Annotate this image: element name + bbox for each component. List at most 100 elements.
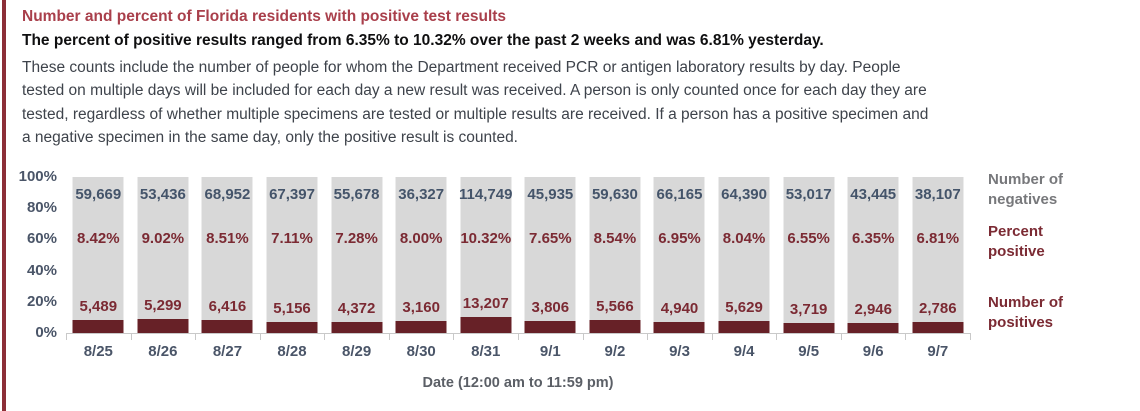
y-axis-tick-label: 100% — [18, 168, 57, 185]
percent-positive-label: 8.54% — [593, 230, 637, 247]
positives-value-label: 5,489 — [79, 297, 118, 315]
body-paragraph-line: tested, regardless of whether multiple s… — [22, 105, 929, 123]
legend-item-number-of-positives: Number of positives — [988, 294, 1063, 331]
percent-positive-label: 10.32% — [460, 230, 512, 247]
negatives-bar-segment: 66,165 6.95% 4,940 — [653, 177, 705, 333]
x-axis-tick-label: 8/25 — [83, 343, 113, 360]
negatives-value-label: 59,630 — [591, 186, 638, 203]
percent-positive-label: 8.00% — [399, 230, 443, 247]
axis-tick-mark — [66, 333, 67, 340]
negatives-value-label: 55,678 — [333, 186, 380, 203]
chart-subtitle: The percent of positive results ranged f… — [22, 32, 824, 49]
axis-tick-mark — [453, 333, 455, 340]
page-title: Number and percent of Florida residents … — [22, 8, 507, 25]
negatives-bar-segment: 53,017 6.55% 3,719 — [783, 177, 835, 333]
body-paragraph-line: a negative specimen in the same day, onl… — [22, 129, 518, 147]
negatives-value-label: 36,327 — [398, 186, 445, 203]
positives-value-label: 5,299 — [144, 296, 182, 314]
positives-bar-segment — [524, 321, 576, 333]
percent-positive-label: 6.55% — [787, 230, 830, 247]
negatives-bar-segment: 55,678 7.28% 4,372 — [331, 177, 383, 333]
negatives-value-label: 66,165 — [656, 186, 703, 203]
x-axis-tick-label: 8/31 — [471, 343, 501, 360]
bar-group: 67,397 7.11% 5,156 8/28 — [260, 177, 325, 360]
axis-tick-mark — [388, 333, 390, 340]
axis-tick-mark — [647, 333, 649, 340]
percent-positive-label: 8.51% — [206, 230, 249, 247]
axis-tick-mark — [259, 333, 261, 340]
negatives-value-label: 67,397 — [269, 186, 315, 203]
axis-tick-mark — [518, 333, 519, 340]
percent-positive-label: 7.28% — [335, 230, 378, 247]
axis-tick-mark — [970, 333, 971, 340]
negatives-bar-segment: 59,630 8.54% 5,566 — [589, 177, 641, 333]
positives-bar-segment — [331, 321, 383, 333]
positives-value-label: 6,416 — [208, 297, 247, 315]
x-axis-tick-label: 8/29 — [342, 343, 372, 360]
percent-positive-label: 6.35% — [851, 230, 895, 247]
negatives-bar-segment: 64,390 8.04% 5,629 — [718, 177, 770, 333]
body-paragraph-line: tested on multiple days will be included… — [22, 82, 927, 100]
bar-group: 36,327 8.00% 3,160 8/30 — [389, 177, 454, 360]
x-axis-title: Date (12:00 am to 11:59 pm) — [422, 375, 614, 391]
percent-positive-label: 6.81% — [916, 230, 960, 247]
negatives-bar-segment: 43,445 6.35% 2,946 — [847, 177, 899, 333]
negatives-bar-segment: 38,107 6.81% 2,786 — [912, 177, 964, 333]
body-paragraph-line: These counts include the number of peopl… — [22, 59, 901, 76]
percent-positive-label: 7.11% — [271, 230, 313, 247]
x-axis-tick-label: 9/2 — [604, 343, 626, 360]
positives-bar-segment — [912, 322, 964, 333]
axis-tick-mark — [905, 333, 907, 340]
axis-tick-mark — [195, 333, 197, 340]
positives-value-label: 5,566 — [596, 297, 634, 315]
axis-tick-mark — [324, 333, 326, 340]
bar-group: 55,678 7.28% 4,372 8/29 — [324, 177, 389, 360]
positives-value-label: 4,940 — [660, 300, 699, 318]
y-axis-tick-label: 60% — [26, 230, 57, 248]
negatives-bar-segment: 45,935 7.65% 3,806 — [524, 177, 576, 333]
negatives-value-label: 53,436 — [139, 186, 186, 203]
negatives-bar-segment: 114,749 10.32% 13,207 — [459, 177, 512, 333]
bar-group: 45,935 7.65% 3,806 9/1 — [518, 177, 583, 360]
negatives-bar-segment: 36,327 8.00% 3,160 — [395, 177, 447, 333]
positives-value-label: 5,629 — [725, 298, 763, 316]
plot-area: 59,669 8.42% 5,489 8/25 53,436 9.02% 5,299 8/26… — [66, 177, 970, 360]
y-axis-tick-label: 20% — [26, 292, 57, 310]
left-accent-border — [2, 0, 6, 411]
negatives-value-label: 53,017 — [785, 186, 832, 203]
positives-value-label: 2,786 — [919, 300, 957, 318]
positives-bar-segment — [395, 320, 447, 333]
positives-value-label: 13,207 — [462, 294, 509, 312]
positives-bar-segment — [201, 319, 253, 333]
y-axis-tick-label: 0% — [35, 324, 57, 341]
negatives-value-label: 68,952 — [204, 186, 251, 203]
x-axis-tick-label: 9/5 — [798, 343, 820, 360]
positives-bar-segment — [72, 319, 124, 333]
percent-positive-label: 6.95% — [658, 230, 701, 247]
bar-group: 43,445 6.35% 2,946 9/6 — [841, 177, 906, 360]
positives-value-label: 4,372 — [337, 299, 376, 317]
body-paragraph: These counts include the number of peopl… — [22, 56, 928, 150]
x-axis-tick-label: 9/6 — [862, 343, 884, 360]
x-axis-tick-label: 9/1 — [539, 343, 561, 360]
positives-value-label: 5,156 — [273, 299, 311, 317]
negatives-bar-segment: 67,397 7.11% 5,156 — [266, 177, 318, 333]
positives-bar-segment — [137, 318, 189, 333]
bar-group: 53,436 9.02% 5,299 8/26 — [131, 177, 196, 360]
axis-tick-mark — [582, 333, 584, 340]
y-axis-tick-label: 40% — [26, 261, 57, 279]
axis-tick-mark — [776, 333, 778, 340]
bar-group: 66,165 6.95% 4,940 9/3 — [647, 177, 712, 360]
positives-value-label: 3,719 — [789, 300, 828, 318]
negatives-bar-segment: 59,669 8.42% 5,489 — [72, 177, 124, 333]
x-axis-tick-label: 8/27 — [212, 343, 243, 360]
positives-bar-segment — [718, 320, 770, 333]
bar-group: 59,669 8.42% 5,489 8/25 — [66, 177, 131, 360]
negatives-bar-segment: 68,952 8.51% 6,416 — [201, 177, 253, 333]
legend-item-percent-positive: Percent positive — [988, 223, 1045, 260]
negatives-value-label: 45,935 — [527, 186, 574, 203]
negatives-value-label: 59,669 — [75, 186, 122, 203]
legend-item-number-of-negatives: Number of negatives — [988, 171, 1063, 208]
bar-group: 68,952 8.51% 6,416 8/27 — [195, 177, 260, 360]
x-axis-tick-label: 9/7 — [927, 343, 949, 360]
